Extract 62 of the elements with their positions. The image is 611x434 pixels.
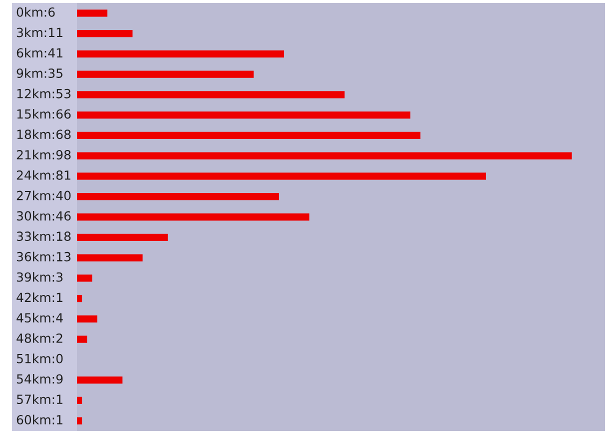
y-tick-label: 51km	[16, 354, 50, 364]
y-tick-label: 9km	[16, 68, 42, 78]
bar	[77, 234, 168, 241]
y-tick-label: 24km	[16, 170, 50, 180]
bar	[77, 30, 133, 38]
y-tick-label: 39km	[16, 272, 50, 282]
y-tick-label: 42km	[16, 292, 50, 302]
y-tick-label: 60km	[16, 414, 50, 424]
data-label: :81	[52, 170, 70, 180]
y-tick-label: 45km	[16, 312, 50, 323]
bar	[77, 132, 420, 140]
bar	[77, 274, 92, 282]
bar	[77, 336, 88, 343]
data-label: :6	[44, 7, 55, 17]
y-tick-label: 15km	[17, 109, 50, 119]
y-tick-label: 30km	[16, 210, 50, 221]
data-label: :1	[52, 292, 62, 302]
bar	[77, 294, 82, 302]
data-label: :3	[52, 272, 62, 282]
y-tick-label: 54km	[16, 374, 50, 384]
data-label: :98	[52, 150, 71, 160]
data-label: :40	[52, 190, 71, 200]
bar	[77, 254, 143, 262]
y-tick-label: 36km	[16, 252, 50, 262]
y-tick-label: 33km	[16, 231, 50, 242]
bar	[77, 172, 486, 180]
data-label: :1	[52, 415, 62, 424]
bar	[77, 315, 98, 322]
bar	[77, 417, 82, 424]
bar	[77, 10, 108, 17]
bar	[77, 112, 410, 119]
y-tick-label: 3km	[16, 28, 42, 38]
data-label: :46	[52, 211, 71, 221]
data-label: :9	[52, 374, 63, 384]
bar	[77, 213, 310, 221]
data-label: :41	[44, 48, 62, 58]
y-tick-label: 0km	[16, 7, 42, 17]
data-label: :4	[52, 313, 63, 322]
data-label: :53	[52, 88, 70, 98]
y-tick-label: 6km	[16, 48, 42, 58]
bar	[77, 70, 254, 78]
y-tick-label: 12km	[17, 88, 50, 98]
y-tick-label: 21km	[16, 150, 50, 160]
data-label: :2	[52, 333, 62, 343]
data-label: :68	[52, 130, 71, 140]
data-label: :18	[52, 232, 71, 242]
data-label: :0	[52, 354, 63, 364]
y-tick-label: 27km	[16, 190, 50, 200]
bar	[77, 376, 122, 384]
y-tick-label: 57km	[16, 394, 50, 404]
bar	[77, 396, 82, 404]
data-label: :13	[52, 252, 70, 262]
y-tick-label: 48km	[16, 333, 50, 343]
bar	[77, 152, 572, 160]
data-label: :66	[52, 109, 71, 119]
data-label: :11	[44, 28, 62, 38]
bar	[77, 50, 284, 58]
data-label: :35	[44, 68, 62, 78]
bar	[77, 193, 279, 200]
bar	[77, 91, 345, 98]
data-label: :1	[52, 394, 62, 404]
y-tick-label: 18km	[17, 129, 50, 140]
